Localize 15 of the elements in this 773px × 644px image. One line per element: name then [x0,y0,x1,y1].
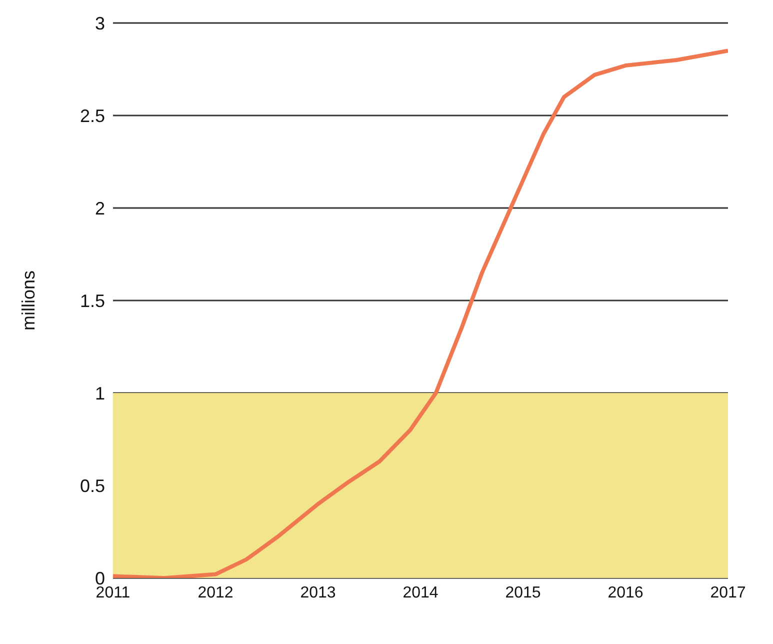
y-axis-title: millions [18,270,38,331]
y-tick-label: 3 [94,13,105,34]
x-tick-label: 2016 [608,584,644,602]
x-tick-label: 2012 [198,584,234,602]
y-tick-label: 2.5 [80,106,105,126]
y-tick-label: 2 [94,198,105,218]
x-tick-label: 2017 [710,584,746,602]
x-tick-label: 2014 [402,584,438,602]
y-tick-label: 1.5 [80,290,105,311]
x-tick-label: 2015 [505,584,541,602]
x-tick-label: 2013 [300,584,336,602]
line-series [113,48,728,578]
y-tick-label: 1 [94,383,105,404]
x-tick-label: 2011 [96,584,130,602]
y-tick-label: 0.5 [80,476,105,496]
